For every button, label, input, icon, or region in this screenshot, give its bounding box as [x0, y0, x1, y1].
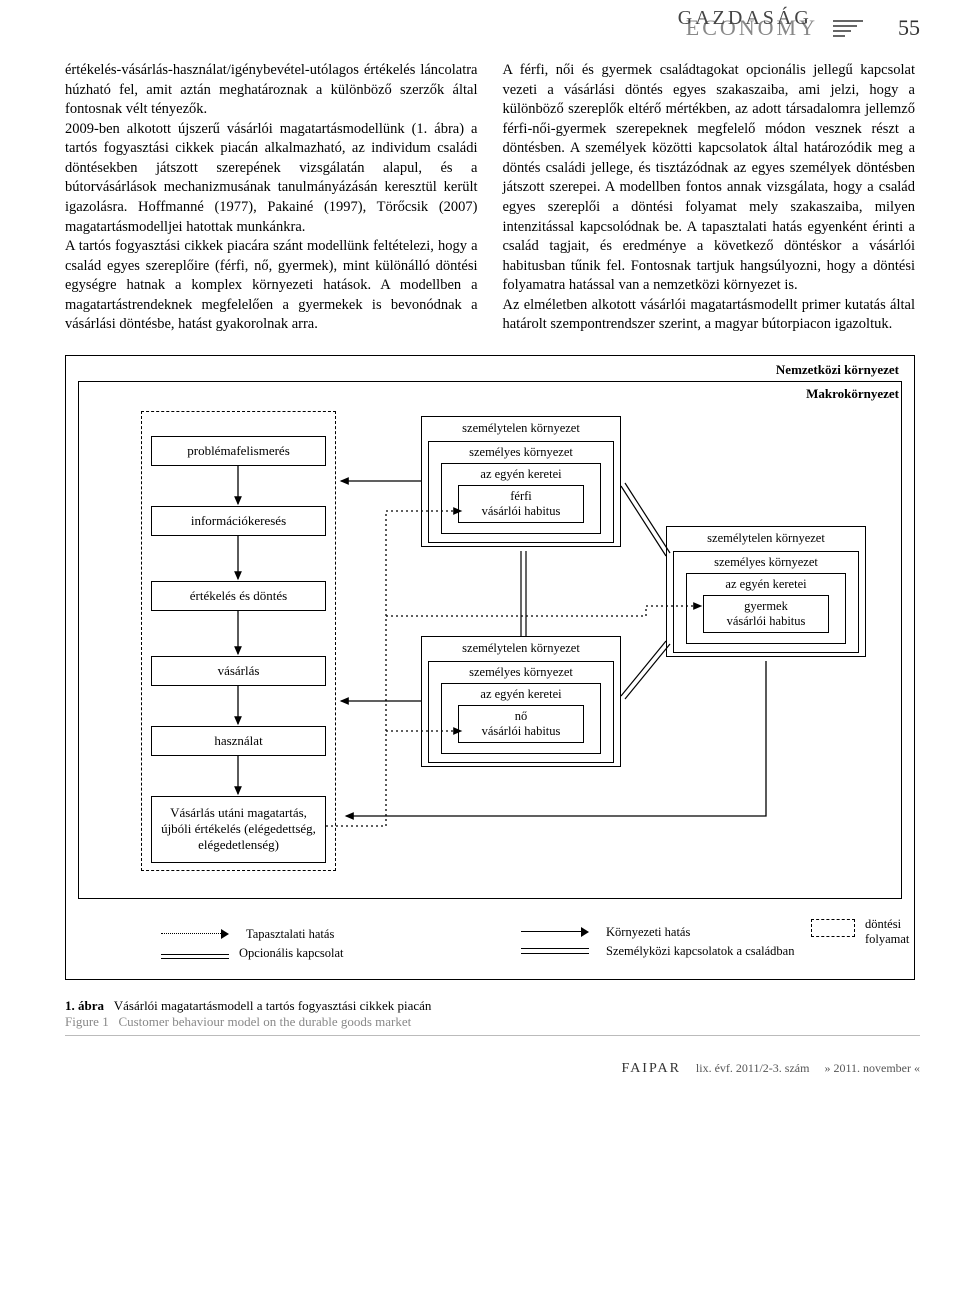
male-l3-box: az egyén keretei férfi vásárlói habitus [441, 463, 601, 534]
figure-caption: 1. ábra Vásárlói magatartásmodell a tart… [0, 990, 960, 1035]
male-l1: személytelen környezet [422, 417, 620, 438]
proc-evaluate: értékelés és döntés [151, 581, 326, 611]
legend-sym-env [521, 926, 596, 938]
body-columns: értékelés-vásárlás-használat/igénybevéte… [0, 61, 960, 355]
label-macro-env: Makrokörnyezet [806, 386, 899, 402]
child-l3-box: az egyén keretei gyermek vásárlói habitu… [686, 573, 846, 644]
caption-text-en: Customer behaviour model on the durable … [118, 1014, 411, 1029]
diagram-legend: Tapasztalati hatás Környezeti hatás dönt… [161, 927, 894, 965]
header-decor-lines [833, 20, 863, 37]
caption-text-hu: Vásárlói magatartásmodell a tartós fogya… [114, 998, 432, 1013]
legend-opt: Opcionális kapcsolat [239, 946, 344, 961]
legend-sym-exp [161, 928, 236, 940]
male-core: férfi vásárlói habitus [458, 485, 584, 523]
page-number: 55 [898, 15, 920, 41]
legend-exp: Tapasztalati hatás [246, 927, 334, 942]
proc-postpurchase: Vásárlás utáni magatartás, újbóli értéke… [151, 796, 326, 863]
legend-env: Környezeti hatás [606, 925, 690, 940]
caption-num-en: Figure 1 [65, 1014, 109, 1029]
female-core: nő vásárlói habitus [458, 705, 584, 743]
child-core: gyermek vásárlói habitus [703, 595, 829, 633]
nested-child: személytelen környezet személyes környez… [666, 526, 866, 657]
proc-problem: problémafelismerés [151, 436, 326, 466]
nested-male: személytelen környezet személyes környez… [421, 416, 621, 547]
column-left: értékelés-vásárlás-használat/igénybevéte… [65, 61, 478, 335]
female-l3: az egyén keretei [448, 687, 594, 702]
label-intl-env: Nemzetközi környezet [776, 362, 899, 378]
male-l2: személyes környezet [435, 445, 607, 460]
female-l2-box: személyes környezet az egyén keretei nő … [428, 661, 614, 763]
legend-sym-opt [161, 954, 229, 959]
page-footer: FAIPAR lix. évf. 2011/2-3. szám » 2011. … [0, 1036, 960, 1092]
footer-journal: FAIPAR [621, 1061, 680, 1077]
male-l3: az egyén keretei [448, 467, 594, 482]
male-l2-box: személyes környezet az egyén keretei fér… [428, 441, 614, 543]
legend-proc: döntési folyamat [865, 917, 926, 947]
proc-use: használat [151, 726, 326, 756]
proc-purchase: vásárlás [151, 656, 326, 686]
child-l1: személytelen környezet [667, 527, 865, 548]
female-l1: személytelen környezet [422, 637, 620, 658]
diagram-container: Nemzetközi környezet Makrokörnyezet prob… [65, 355, 915, 980]
child-l3: az egyén keretei [693, 577, 839, 592]
footer-issue: lix. évf. 2011/2-3. szám [696, 1061, 810, 1076]
female-l2: személyes környezet [435, 665, 607, 680]
section-title: ECONOMY GAZDASÁG [686, 15, 818, 41]
legend-sym-proc [811, 919, 855, 937]
caption-num-hu: 1. ábra [65, 998, 104, 1013]
legend-interp: Személyközi kapcsolatok a családban [606, 944, 794, 959]
proc-info: információkeresés [151, 506, 326, 536]
footer-date: » 2011. november « [824, 1061, 920, 1076]
page-header: ECONOMY GAZDASÁG 55 [0, 0, 960, 61]
female-l3-box: az egyén keretei nő vásárlói habitus [441, 683, 601, 754]
column-right: A férfi, női és gyermek családtagokat op… [503, 61, 916, 335]
legend-sym-interp [521, 945, 596, 957]
child-l2: személyes környezet [680, 555, 852, 570]
title-front: GAZDASÁG [678, 7, 812, 30]
nested-female: személytelen környezet személyes környez… [421, 636, 621, 767]
child-l2-box: személyes környezet az egyén keretei gye… [673, 551, 859, 653]
